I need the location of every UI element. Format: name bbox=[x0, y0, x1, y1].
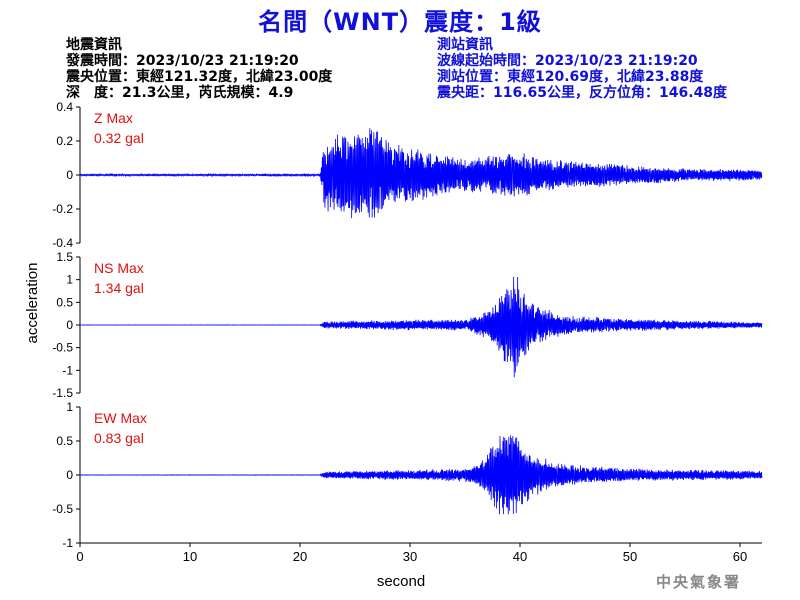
x-tick-label: 20 bbox=[293, 549, 307, 564]
max-label-ew: EW Max bbox=[94, 410, 147, 426]
y-tick-label-z: 0.4 bbox=[56, 100, 73, 114]
trace-ew bbox=[79, 435, 763, 515]
quake-info-heading: 地震資訊 bbox=[66, 37, 122, 53]
station-info-heading: 測站資訊 bbox=[437, 37, 493, 53]
quake-info: 地震資訊 發震時間：2023/10/23 21:19:20 震央位置：東經121… bbox=[66, 37, 332, 101]
y-tick-label-ew: -1 bbox=[62, 536, 73, 550]
y-tick-label-ns: -0.5 bbox=[52, 341, 73, 355]
y-tick-label-ew: 0 bbox=[66, 468, 73, 482]
x-tick-label: 30 bbox=[403, 549, 417, 564]
y-tick-label-z: -0.4 bbox=[52, 236, 73, 250]
max-label-z: Z Max bbox=[94, 110, 133, 126]
depth-magnitude: 深 度：21.3公里，芮氏規模：4.9 bbox=[66, 85, 294, 101]
y-tick-label-ns: 0.5 bbox=[56, 295, 73, 309]
trace-z bbox=[79, 128, 763, 219]
max-value-ew: 0.83 gal bbox=[94, 430, 144, 446]
y-tick-label-ns: -1 bbox=[62, 363, 73, 377]
y-tick-label-z: 0.2 bbox=[56, 134, 73, 148]
station-location: 測站位置：東經120.69度，北緯23.88度 bbox=[437, 69, 704, 85]
x-tick-label: 40 bbox=[513, 549, 527, 564]
trace-ns bbox=[79, 276, 763, 378]
x-tick-label: 0 bbox=[76, 549, 83, 564]
max-label-ns: NS Max bbox=[94, 260, 144, 276]
agency-name: 中央氣象署 bbox=[656, 573, 742, 591]
x-axis-label: second bbox=[377, 573, 425, 590]
y-tick-label-ew: 0.5 bbox=[56, 434, 73, 448]
x-tick-label: 60 bbox=[733, 549, 747, 564]
epicenter: 震央位置：東經121.32度，北緯23.00度 bbox=[66, 69, 333, 85]
y-tick-label-ns: -1.5 bbox=[52, 386, 73, 400]
max-value-z: 0.32 gal bbox=[94, 130, 144, 146]
station-info: 測站資訊 波線起始時間：2023/10/23 21:19:20 測站位置：東經1… bbox=[437, 37, 727, 101]
y-tick-label-ew: -0.5 bbox=[52, 502, 73, 516]
epicentral-distance: 震央距：116.65公里，反方位角：146.48度 bbox=[437, 85, 728, 101]
y-axis-label: acceleration bbox=[24, 263, 41, 344]
y-tick-label-z: -0.2 bbox=[52, 202, 73, 216]
y-tick-label-ew: 1 bbox=[66, 400, 73, 414]
x-tick-label: 10 bbox=[183, 549, 197, 564]
max-value-ns: 1.34 gal bbox=[94, 280, 144, 296]
x-tick-label: 50 bbox=[623, 549, 637, 564]
y-tick-label-ns: 0 bbox=[66, 318, 73, 332]
origin-time: 發震時間：2023/10/23 21:19:20 bbox=[66, 53, 299, 69]
y-tick-label-z: 0 bbox=[66, 168, 73, 182]
wave-start-time: 波線起始時間：2023/10/23 21:19:20 bbox=[437, 53, 698, 69]
y-tick-label-ns: 1.5 bbox=[56, 250, 73, 264]
y-tick-label-ns: 1 bbox=[66, 273, 73, 287]
page-title: 名間（WNT）震度：1級 bbox=[258, 8, 542, 36]
